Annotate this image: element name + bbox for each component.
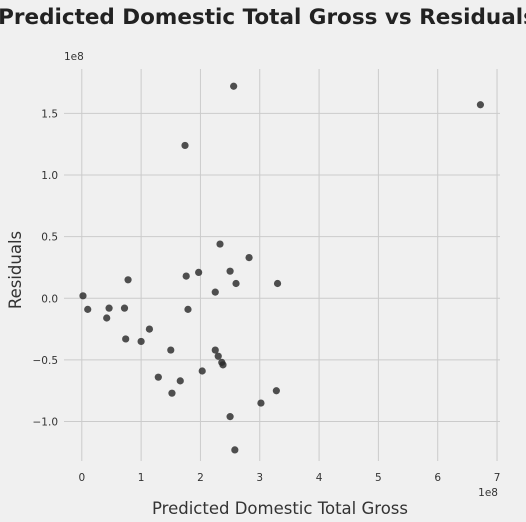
y-tick-label: −1.0 xyxy=(33,417,59,429)
data-point xyxy=(105,304,113,312)
data-point xyxy=(245,254,253,262)
data-point xyxy=(272,387,280,395)
data-point xyxy=(168,389,176,397)
data-point xyxy=(211,346,219,354)
data-point xyxy=(182,272,190,280)
data-point xyxy=(145,325,154,333)
data-point xyxy=(226,267,234,275)
x-tick-label: 3 xyxy=(256,472,263,484)
y-axis-label: Residuals xyxy=(6,231,25,309)
data-point xyxy=(120,304,129,312)
data-point xyxy=(184,305,192,313)
data-point xyxy=(216,240,224,248)
chart-title: Predicted Domestic Total Gross vs Residu… xyxy=(0,5,526,30)
data-point xyxy=(231,446,239,454)
grid-lines xyxy=(64,69,500,461)
data-point xyxy=(79,292,87,300)
x-tick-label: 0 xyxy=(78,472,85,484)
x-tick-label: 2 xyxy=(197,472,204,484)
x-axis-label: Predicted Domestic Total Gross xyxy=(152,499,408,518)
data-point xyxy=(226,413,234,421)
data-point xyxy=(211,288,219,296)
x-tick-label: 5 xyxy=(375,472,382,484)
data-point xyxy=(230,82,238,90)
data-point xyxy=(181,141,189,150)
data-point xyxy=(176,377,184,385)
data-point xyxy=(257,399,265,407)
data-point xyxy=(103,314,111,322)
x-tick-labels: 0 1 2 3 4 5 6 7 xyxy=(78,472,500,484)
y-axis-offset-label: 1e8 xyxy=(64,51,84,63)
x-tick-label: 1 xyxy=(138,472,145,484)
data-point xyxy=(195,268,203,276)
y-tick-label: 1.5 xyxy=(41,108,58,120)
data-point xyxy=(476,101,485,109)
data-point xyxy=(122,335,130,343)
y-tick-label: 0.0 xyxy=(41,293,58,305)
data-point xyxy=(198,367,206,375)
data-point xyxy=(219,361,227,369)
x-axis-offset-label: 1e8 xyxy=(478,487,498,499)
y-tick-labels: −1.0 −0.5 0.0 0.5 1.0 1.5 xyxy=(33,108,59,428)
data-point xyxy=(154,373,162,381)
data-points xyxy=(79,82,485,454)
data-point xyxy=(84,305,92,313)
y-tick-label: −0.5 xyxy=(33,355,59,367)
y-tick-label: 0.5 xyxy=(41,232,58,244)
data-point xyxy=(124,276,132,284)
x-tick-label: 6 xyxy=(434,472,441,484)
data-point xyxy=(273,279,282,288)
data-point xyxy=(214,352,222,360)
data-point xyxy=(167,346,175,354)
y-tick-label: 1.0 xyxy=(41,170,58,182)
data-point xyxy=(232,279,240,288)
x-tick-label: 4 xyxy=(316,472,323,484)
x-tick-label: 7 xyxy=(494,472,501,484)
data-point xyxy=(137,337,145,346)
